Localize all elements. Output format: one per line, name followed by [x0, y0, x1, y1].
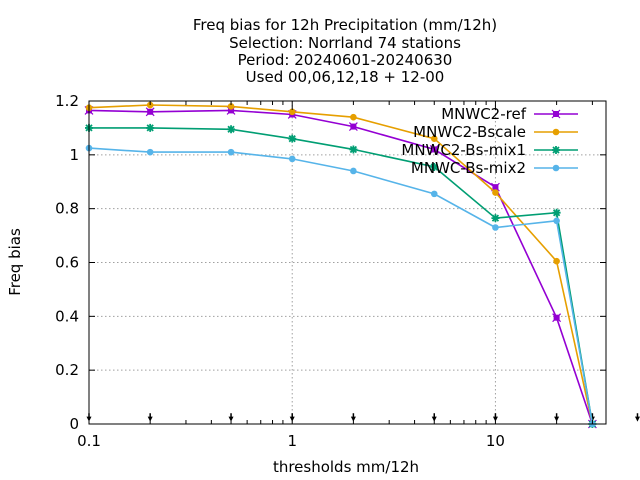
legend-entry-label: MNWC2-Bs-mix1 — [401, 141, 526, 159]
legend-entry-label: MNWC2-Bscale — [413, 123, 526, 141]
legend-entry-label: MNWC2-ref — [441, 105, 526, 123]
y-tick-label: 1 — [69, 146, 79, 164]
title-line-4: Used 00,06,12,18 + 12-00 — [246, 68, 445, 86]
x-axis-label: thresholds mm/12h — [273, 458, 419, 476]
series-point-0-cross — [145, 107, 155, 117]
legend-swatch-marker — [552, 164, 560, 172]
y-tick-label: 0.4 — [55, 307, 79, 325]
series-line-3 — [88, 147, 594, 425]
legend-swatch-marker-cross — [551, 109, 561, 119]
y-tick-label: 0.2 — [55, 361, 79, 379]
series-point-1 — [227, 103, 235, 110]
series-point-3 — [350, 167, 357, 175]
series-point-3 — [288, 155, 296, 163]
legend-swatch-marker — [552, 128, 560, 136]
series-point-1 — [146, 101, 154, 109]
title-line-3: Period: 20240601-20240630 — [238, 51, 453, 69]
series-point-3 — [553, 217, 560, 225]
title-line-2: Selection: Norrland 74 stations — [229, 34, 461, 52]
y-axis-label: Freq bias — [6, 228, 24, 296]
series-point-0-cross — [348, 122, 358, 131]
series-point-2 — [430, 162, 439, 171]
series-point-2 — [552, 208, 561, 217]
legend: MNWC2-refMNWC2-BscaleMNWC2-Bs-mix1MNWC-B… — [401, 105, 578, 177]
y-tick-label: 1.2 — [55, 92, 79, 110]
y-tick-label: 0.6 — [55, 254, 79, 272]
axis-ticks: 0 0.2 0.4 0.6 0.8 1 1.2 0.1 1 10 — [55, 92, 606, 450]
series-point-2 — [227, 125, 236, 134]
threshold-arrow-head — [350, 416, 356, 422]
series-point-2 — [288, 134, 297, 143]
plot-frame — [88, 100, 607, 425]
x-tick-label: 1 — [287, 432, 297, 450]
series-point-3 — [227, 148, 235, 156]
series-point-0-cross — [429, 145, 439, 154]
series-point-1 — [350, 113, 357, 121]
legend-entry-label: MNWC-Bs-mix2 — [411, 159, 526, 177]
series-point-3 — [492, 224, 499, 231]
series-point-2 — [491, 214, 500, 223]
chart-title: Freq bias for 12h Precipitation (mm/12h)… — [193, 16, 497, 86]
series-point-1 — [492, 189, 499, 196]
series-point-1 — [553, 257, 560, 265]
threshold-arrow-head — [228, 416, 234, 422]
series-point-2 — [349, 145, 358, 154]
series-point-1 — [288, 108, 296, 116]
x-tick-label: 0.1 — [77, 432, 101, 450]
x-tick-label: 10 — [486, 432, 505, 450]
series-point-3 — [430, 190, 438, 198]
y-tick-label: 0.8 — [55, 200, 79, 218]
title-line-1: Freq bias for 12h Precipitation (mm/12h) — [193, 16, 497, 34]
series-point-1 — [430, 135, 438, 142]
threshold-arrow-head — [634, 416, 640, 422]
grid — [89, 101, 606, 424]
series-point-2 — [146, 123, 155, 132]
threshold-arrow-head — [554, 416, 560, 422]
series-point-0-cross — [552, 313, 562, 323]
series-point-3 — [146, 148, 154, 156]
legend-swatch-marker — [552, 146, 560, 154]
series-lines — [84, 101, 597, 429]
y-tick-label: 0 — [69, 415, 79, 433]
threshold-arrow-head — [147, 416, 153, 422]
threshold-arrow-head — [431, 416, 437, 422]
